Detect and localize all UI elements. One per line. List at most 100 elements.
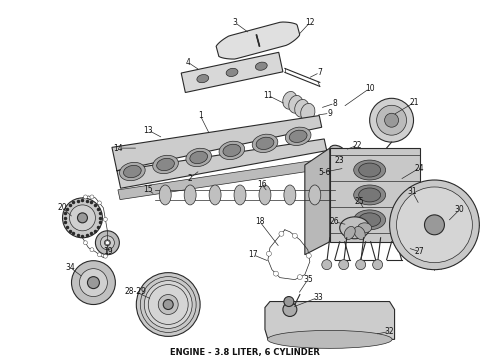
Circle shape (279, 231, 284, 236)
Text: 21: 21 (410, 98, 419, 107)
Text: 34: 34 (66, 263, 75, 272)
Ellipse shape (209, 185, 221, 205)
Text: 20: 20 (58, 203, 67, 212)
Circle shape (390, 180, 479, 270)
Ellipse shape (190, 151, 208, 163)
Ellipse shape (234, 185, 246, 205)
Ellipse shape (359, 188, 381, 202)
Text: 9: 9 (327, 109, 332, 118)
Text: 13: 13 (144, 126, 153, 135)
Circle shape (98, 253, 101, 257)
Circle shape (136, 273, 200, 336)
Circle shape (83, 241, 87, 245)
Ellipse shape (223, 144, 241, 157)
Text: 3: 3 (233, 18, 238, 27)
Text: 10: 10 (365, 84, 374, 93)
Text: 22: 22 (353, 141, 363, 150)
Polygon shape (265, 302, 394, 339)
Ellipse shape (186, 148, 212, 167)
Circle shape (63, 198, 102, 238)
Circle shape (105, 241, 109, 245)
Text: 14: 14 (114, 144, 123, 153)
Ellipse shape (226, 68, 238, 77)
Circle shape (283, 302, 297, 316)
Ellipse shape (289, 130, 307, 143)
Ellipse shape (354, 226, 365, 239)
Ellipse shape (284, 185, 296, 205)
Circle shape (98, 201, 101, 205)
Ellipse shape (197, 75, 209, 83)
Ellipse shape (259, 185, 271, 205)
Circle shape (90, 195, 94, 199)
Circle shape (339, 260, 349, 270)
Ellipse shape (294, 99, 309, 117)
Ellipse shape (285, 127, 311, 145)
Polygon shape (112, 116, 327, 188)
Text: 2: 2 (188, 174, 193, 183)
Circle shape (158, 294, 178, 315)
Ellipse shape (309, 185, 321, 205)
Circle shape (377, 105, 407, 135)
Circle shape (267, 251, 271, 256)
Circle shape (104, 240, 110, 246)
Text: 28-29: 28-29 (124, 287, 146, 296)
Text: 30: 30 (455, 206, 464, 215)
Circle shape (163, 300, 173, 310)
Circle shape (369, 98, 414, 142)
Text: 32: 32 (385, 327, 394, 336)
Text: 26: 26 (330, 217, 340, 226)
Text: ENGINE - 3.8 LITER, 6 CYLINDER: ENGINE - 3.8 LITER, 6 CYLINDER (170, 348, 320, 357)
Ellipse shape (157, 158, 174, 171)
Text: 18: 18 (255, 217, 265, 226)
Ellipse shape (354, 160, 386, 180)
Circle shape (273, 271, 278, 276)
Circle shape (103, 254, 107, 258)
Ellipse shape (340, 217, 369, 239)
Text: 16: 16 (257, 180, 267, 189)
Circle shape (77, 213, 87, 223)
Text: 25: 25 (355, 197, 365, 206)
Ellipse shape (344, 226, 355, 239)
Ellipse shape (359, 213, 381, 227)
Ellipse shape (123, 165, 141, 178)
Polygon shape (216, 22, 299, 59)
Circle shape (70, 205, 96, 231)
Text: 15: 15 (144, 185, 153, 194)
Polygon shape (181, 52, 283, 93)
Circle shape (103, 217, 107, 221)
Ellipse shape (252, 134, 278, 153)
Text: 7: 7 (318, 68, 322, 77)
Circle shape (79, 269, 107, 297)
Ellipse shape (153, 155, 178, 174)
Circle shape (424, 215, 444, 235)
Polygon shape (305, 148, 330, 255)
Circle shape (322, 260, 332, 270)
Circle shape (293, 233, 297, 238)
Circle shape (96, 231, 120, 255)
Text: 27: 27 (415, 247, 424, 256)
Text: 11: 11 (263, 91, 272, 100)
Text: 12: 12 (305, 18, 315, 27)
Circle shape (87, 276, 99, 289)
Ellipse shape (354, 210, 386, 230)
Text: 4: 4 (186, 58, 191, 67)
Ellipse shape (268, 330, 392, 348)
Circle shape (385, 113, 398, 127)
Circle shape (306, 253, 311, 258)
Text: 35: 35 (303, 275, 313, 284)
Ellipse shape (354, 185, 386, 205)
Circle shape (144, 280, 192, 328)
Circle shape (72, 261, 115, 305)
Polygon shape (330, 148, 419, 242)
Ellipse shape (120, 162, 145, 181)
Ellipse shape (219, 141, 245, 159)
Circle shape (284, 297, 294, 306)
Circle shape (100, 236, 114, 250)
Ellipse shape (184, 185, 196, 205)
Text: 31: 31 (408, 188, 417, 197)
Ellipse shape (301, 103, 315, 121)
Ellipse shape (283, 91, 297, 109)
Text: 33: 33 (313, 293, 323, 302)
Text: 5-6: 5-6 (318, 167, 331, 176)
Text: 1: 1 (198, 111, 202, 120)
